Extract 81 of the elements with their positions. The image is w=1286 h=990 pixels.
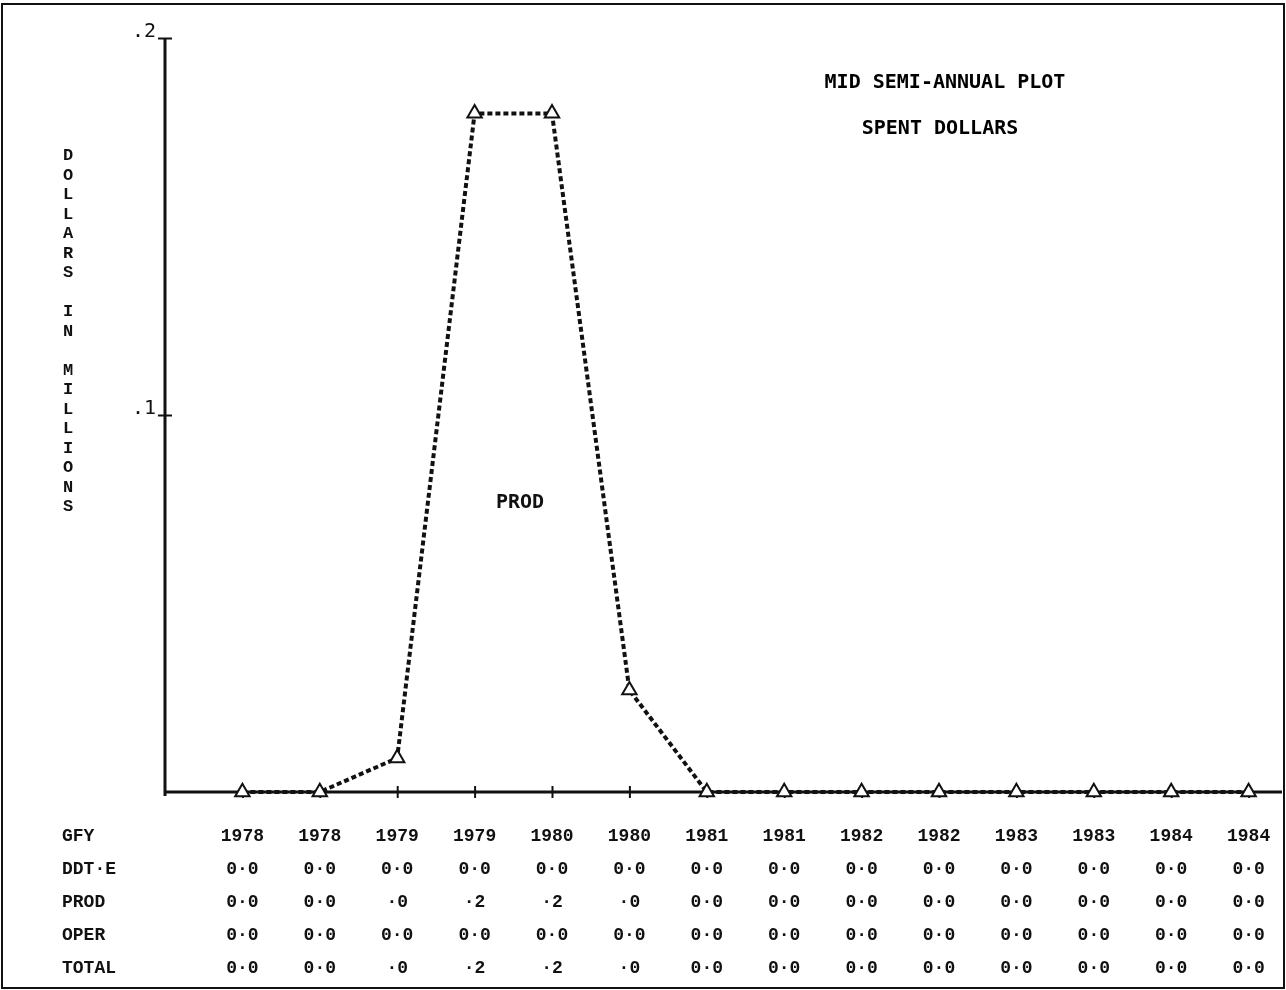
text: PROD — [495, 489, 545, 513]
text: 0·0 — [1077, 958, 1110, 978]
text: 0·0 — [1000, 925, 1033, 945]
text: 0·0 — [1155, 925, 1188, 945]
x-tick-label: 1979 — [375, 826, 419, 846]
x-tick-label: 1980 — [530, 826, 574, 846]
text: 0·0 — [458, 925, 491, 945]
text: 0·0 — [535, 859, 569, 879]
text: DDT·E — [62, 859, 117, 879]
x-tick-label: 1979 — [452, 826, 497, 846]
text: ·2 — [541, 892, 563, 912]
text: ·0 — [618, 958, 641, 978]
text: 0·0 — [845, 892, 878, 912]
text: 0·0 — [613, 859, 646, 879]
x-tick-label: 1978 — [220, 826, 265, 846]
text: 0·0 — [1000, 958, 1033, 978]
text: 0·0 — [458, 859, 491, 879]
text: 0·0 — [226, 892, 259, 912]
text: 0·0 — [922, 925, 956, 945]
text: 0·0 — [768, 892, 801, 912]
text: 0·0 — [226, 859, 259, 879]
text: 0·0 — [922, 859, 956, 879]
text: 0·0 — [768, 958, 801, 978]
text: ·2 — [463, 958, 486, 978]
y-tick-label: .2 — [131, 17, 156, 42]
text: 0·0 — [1232, 892, 1265, 912]
text: 0·0 — [1077, 859, 1110, 879]
text: 0·0 — [381, 925, 414, 945]
text: 0·0 — [690, 892, 723, 912]
text: 0·0 — [303, 925, 336, 945]
x-axis-title: GFY — [62, 826, 95, 846]
text: ·2 — [463, 892, 486, 912]
text: 0·0 — [381, 859, 414, 879]
text: SPENT DOLLARS — [861, 115, 1019, 139]
x-tick-label: 1981 — [762, 826, 806, 846]
text: 0·0 — [303, 958, 336, 978]
text: 0·0 — [1232, 859, 1265, 879]
x-tick-label: 1984 — [1149, 826, 1193, 846]
text: PROD — [62, 892, 106, 912]
text: 0·0 — [690, 958, 723, 978]
text: 0·0 — [768, 859, 801, 879]
text: 0·0 — [1232, 958, 1265, 978]
x-tick-label: 1983 — [1072, 826, 1116, 846]
x-tick-label: 1982 — [917, 826, 961, 846]
x-tick-label: 1983 — [994, 826, 1039, 846]
text: MID SEMI-ANNUAL PLOT — [824, 69, 1066, 93]
x-tick-label: 1980 — [607, 826, 652, 846]
text: 0·0 — [1232, 925, 1265, 945]
text: 0·0 — [1077, 892, 1110, 912]
text: 0·0 — [845, 958, 878, 978]
text: 0·0 — [922, 892, 956, 912]
text: 0·0 — [1155, 859, 1188, 879]
text: 0·0 — [1077, 925, 1110, 945]
text: ·0 — [386, 892, 408, 912]
text: 0·0 — [1155, 892, 1188, 912]
x-tick-label: 1982 — [839, 826, 884, 846]
text: 0·0 — [768, 925, 801, 945]
text: TOTAL — [62, 958, 117, 978]
text: 0·0 — [226, 958, 259, 978]
text: 0·0 — [1155, 958, 1188, 978]
x-tick-label: 1978 — [298, 826, 342, 846]
text: 0·0 — [303, 859, 336, 879]
text: 0·0 — [226, 925, 259, 945]
text: 0·0 — [303, 892, 336, 912]
text: 0·0 — [1000, 859, 1033, 879]
text: 0·0 — [1000, 892, 1033, 912]
text: 0·0 — [690, 859, 723, 879]
text: OPER — [62, 925, 106, 945]
y-tick-label: .1 — [131, 394, 156, 419]
text: 0·0 — [845, 859, 878, 879]
text: ·0 — [618, 892, 641, 912]
text: 0·0 — [845, 925, 878, 945]
text: ·2 — [541, 958, 563, 978]
text: ·0 — [386, 958, 408, 978]
x-tick-label: 1984 — [1226, 826, 1271, 846]
text: 0·0 — [535, 925, 569, 945]
text: DOLLARS IN MILLIONS — [62, 146, 74, 516]
x-tick-label: 1981 — [685, 826, 729, 846]
text: 0·0 — [690, 925, 723, 945]
text: 0·0 — [922, 958, 956, 978]
text: 0·0 — [613, 925, 646, 945]
